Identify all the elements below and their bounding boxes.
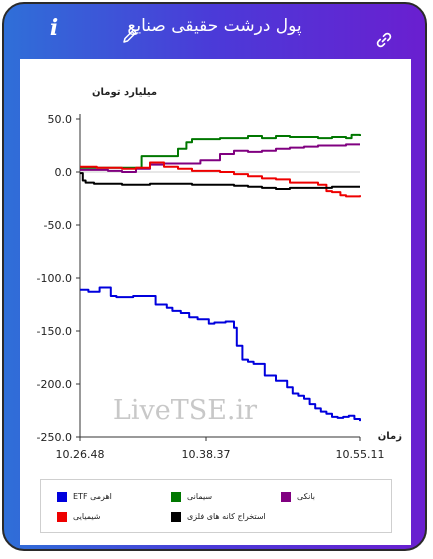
y-tick-label: -50.0: [44, 219, 72, 232]
y-tick-label: -100.0: [37, 272, 72, 285]
legend-swatch: [57, 512, 67, 522]
series-line-0: [80, 286, 361, 422]
legend-item: سیمانی: [171, 491, 281, 505]
legend-swatch: [171, 512, 181, 522]
legend-label: شیمیایی: [73, 512, 101, 521]
chart-legend: اهرمی ETF سیمانی بانکی شیمیایی استخراج کانه …: [40, 479, 392, 533]
info-icon[interactable]: i: [49, 15, 59, 41]
x-tick-label: 10.26.48: [56, 448, 105, 461]
window-title: پول درشت حقیقی صنایع: [127, 16, 302, 36]
y-tick-label: 0.0: [55, 166, 73, 179]
x-tick-label: 10.55.11: [336, 448, 385, 461]
legend-item: اهرمی ETF: [57, 491, 167, 505]
legend-item: استخراج کانه های فلزی: [171, 511, 281, 525]
line-chart: LiveTSE.ir 50.0 0.0 -50.0 -100.0 -150.0 -200.…: [37, 87, 403, 461]
series-line-2: [80, 143, 360, 173]
title-bar: i پول درشت حقیقی صنایع: [4, 4, 425, 56]
link-icon[interactable]: [375, 31, 393, 49]
series-line-1: [80, 133, 361, 169]
series-line-3: [80, 161, 361, 198]
series-line-4: [80, 172, 360, 190]
legend-label: بانکی: [297, 492, 315, 501]
y-tick-label: -150.0: [37, 325, 72, 338]
legend-item: شیمیایی: [57, 511, 167, 525]
legend-label: اهرمی ETF: [73, 492, 112, 501]
x-axis-label: زمان: [378, 431, 402, 442]
legend-swatch: [171, 492, 181, 502]
pencil-icon[interactable]: [122, 28, 138, 44]
y-tick-label: 50.0: [48, 113, 73, 126]
y-tick-label: -200.0: [37, 378, 72, 391]
x-tick-label: 10.38.37: [182, 448, 231, 461]
y-axis-label: میلیارد تومان: [92, 87, 157, 98]
app-window: i پول درشت حقیقی صنایع LiveTSE.ir 50.0 0.…: [2, 2, 427, 551]
legend-swatch: [281, 492, 291, 502]
legend-label: استخراج کانه های فلزی: [187, 512, 266, 521]
legend-label: سیمانی: [187, 492, 213, 501]
y-tick-label: -250.0: [37, 431, 72, 444]
legend-item: بانکی: [281, 491, 391, 505]
legend-swatch: [57, 492, 67, 502]
watermark-text: LiveTSE.ir: [113, 395, 257, 426]
chart-panel: LiveTSE.ir 50.0 0.0 -50.0 -100.0 -150.0 -200.…: [20, 59, 411, 545]
